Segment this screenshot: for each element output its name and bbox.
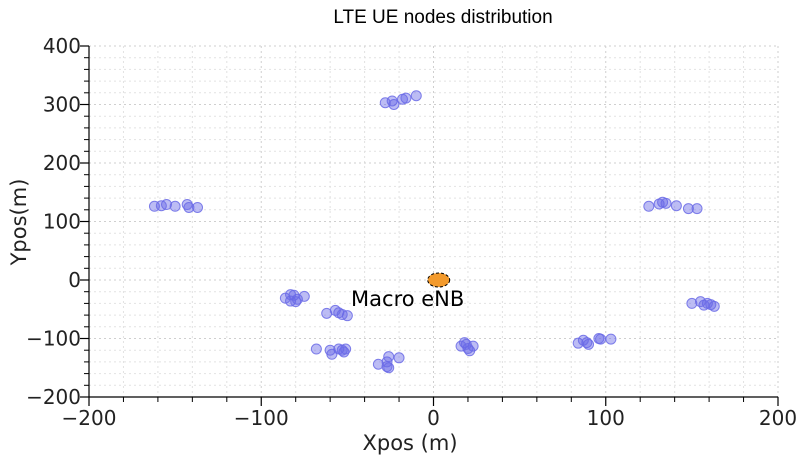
- ue-point: [290, 296, 302, 308]
- ue-point: [341, 310, 353, 322]
- y-tick-label: 400: [43, 34, 81, 58]
- x-tick-label: 100: [587, 406, 625, 430]
- grid: [88, 45, 779, 398]
- ue-point: [583, 338, 595, 350]
- axes: −200 −100 0 100 200 −200 −100 0 100 200 300 400: [26, 34, 797, 430]
- ue-point: [298, 290, 310, 302]
- ue-point: [169, 200, 181, 212]
- ue-point: [393, 352, 405, 364]
- ue-point: [670, 200, 682, 212]
- ue-point: [686, 297, 698, 309]
- ue-point: [379, 97, 391, 109]
- ue-point: [691, 203, 703, 215]
- y-tick-label: 0: [68, 268, 81, 292]
- enb-label: Macro eNB: [351, 287, 464, 311]
- ue-point: [183, 201, 195, 213]
- ue-point: [708, 300, 720, 312]
- x-tick-label: −100: [234, 406, 289, 430]
- ue-point: [340, 343, 352, 355]
- ue-point: [161, 199, 173, 211]
- x-tick-label: −200: [62, 406, 117, 430]
- y-tick-label: 100: [43, 210, 81, 234]
- ue-point: [400, 92, 412, 104]
- y-tick-label: −200: [26, 385, 81, 409]
- ue-point: [605, 333, 617, 345]
- ue-point: [467, 340, 479, 352]
- ue-point: [192, 201, 204, 213]
- ue-point: [682, 203, 694, 215]
- x-axis-label: Xpos (m): [362, 431, 457, 455]
- ue-points: [148, 90, 720, 374]
- enb-node: [427, 272, 451, 288]
- y-tick-label: 200: [43, 151, 81, 175]
- enb-marker: [427, 272, 451, 288]
- ue-point: [372, 358, 384, 370]
- y-axis-label: Ypos(m): [7, 179, 31, 267]
- ue-point: [388, 99, 400, 110]
- ue-point: [410, 90, 422, 102]
- y-tick-label: −100: [26, 327, 81, 351]
- ue-point: [383, 351, 395, 363]
- x-tick-label: 200: [759, 406, 797, 430]
- ue-point: [383, 362, 395, 374]
- ue-point: [643, 200, 655, 212]
- ue-point: [581, 337, 593, 349]
- x-tick-label: 0: [427, 406, 440, 430]
- chart-title: LTE UE nodes distribution: [333, 7, 552, 28]
- y-tick-label: 300: [43, 93, 81, 117]
- ue-point: [381, 361, 393, 373]
- ue-point: [279, 292, 291, 304]
- ue-point: [595, 333, 607, 345]
- ue-point: [660, 197, 672, 209]
- ue-point: [310, 343, 322, 355]
